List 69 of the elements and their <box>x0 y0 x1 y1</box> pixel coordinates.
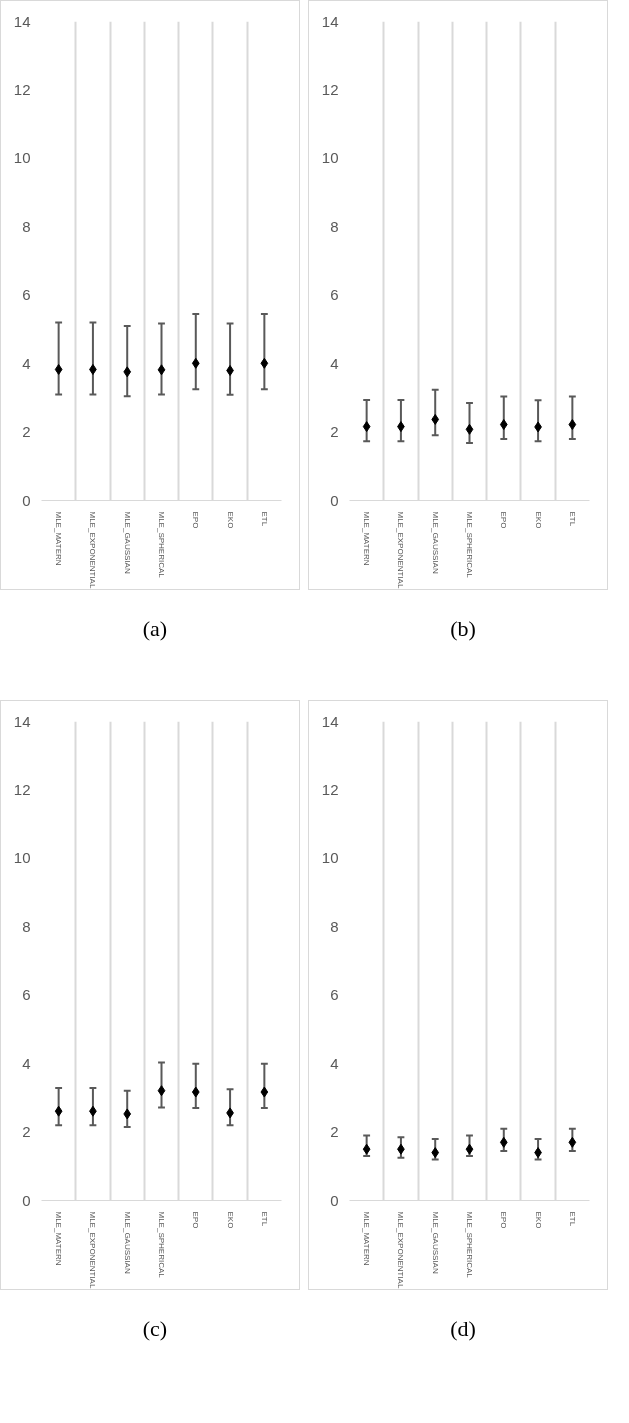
y-tick-label: 6 <box>330 286 339 304</box>
y-tick-label: 14 <box>13 12 31 30</box>
x-tick-label: MLE_GAUSSIAN <box>122 1211 132 1274</box>
y-tick-label: 10 <box>321 149 339 167</box>
x-tick-label: MLE_GAUSSIAN <box>430 1211 440 1274</box>
x-tick-label: EPO <box>499 511 509 529</box>
x-tick-label: MLE_EXPONENTIAL <box>88 1211 98 1289</box>
x-tick-label: EKO <box>533 1211 543 1229</box>
x-tick-label: MLE_EXPONENTIAL <box>88 511 98 589</box>
x-tick-label: EPO <box>191 511 201 529</box>
y-tick-label: 10 <box>13 849 31 867</box>
text: (b) <box>450 615 476 643</box>
y-tick-label: 14 <box>13 712 31 730</box>
y-tick-label: 10 <box>13 149 31 167</box>
x-tick-label: MLE_GAUSSIAN <box>430 511 440 574</box>
x-tick-label: ETL <box>567 511 577 527</box>
x-tick-label: MLE_MATERN <box>54 1211 64 1266</box>
x-tick-label: MLE_MATERN <box>362 511 372 566</box>
y-tick-label: 12 <box>321 80 339 98</box>
y-tick-label: 2 <box>330 1123 339 1141</box>
x-tick-label: MLE_EXPONENTIAL <box>396 1211 406 1289</box>
y-tick-label: 8 <box>22 217 31 235</box>
point <box>191 1086 200 1098</box>
x-tick-label: MLE_EXPONENTIAL <box>396 511 406 589</box>
y-tick-label: 4 <box>330 1054 339 1072</box>
y-tick-label: 8 <box>22 917 31 935</box>
y-tick-label: 4 <box>22 1054 31 1072</box>
y-tick-label: 2 <box>22 1123 31 1141</box>
x-tick-label: MLE_SPHERICAL <box>465 511 474 579</box>
x-tick-label: MLE_MATERN <box>54 511 64 566</box>
text: (a) <box>142 615 168 643</box>
x-tick-label: EPO <box>191 1211 201 1229</box>
y-tick-label: 0 <box>22 491 31 509</box>
y-tick-label: 14 <box>321 12 339 30</box>
y-tick-label: 12 <box>13 80 31 98</box>
point <box>54 1105 63 1117</box>
y-tick-label: 14 <box>321 712 339 730</box>
y-tick-label: 0 <box>330 491 339 509</box>
x-tick-label: ETL <box>259 1211 269 1227</box>
y-tick-label: 0 <box>330 1191 339 1209</box>
x-tick-label: ETL <box>567 1211 577 1227</box>
y-tick-label: 6 <box>22 986 31 1004</box>
point <box>157 1085 166 1097</box>
text: (d) <box>450 1315 476 1343</box>
x-tick-label: EKO <box>225 1211 235 1229</box>
x-tick-label: EKO <box>225 511 235 529</box>
y-tick-label: 12 <box>13 780 31 798</box>
y-tick-label: 2 <box>330 423 339 441</box>
x-tick-label: ETL <box>259 511 269 527</box>
point <box>260 1086 269 1098</box>
y-tick-label: 2 <box>22 423 31 441</box>
x-tick-label: MLE_SPHERICAL <box>157 1211 166 1279</box>
x-tick-label: MLE_SPHERICAL <box>157 511 166 579</box>
x-tick-label: MLE_SPHERICAL <box>465 1211 474 1279</box>
y-tick-label: 6 <box>22 286 31 304</box>
text: (c) <box>142 1315 168 1343</box>
y-tick-label: 12 <box>321 780 339 798</box>
x-tick-label: EKO <box>533 511 543 529</box>
y-tick-label: 8 <box>330 217 339 235</box>
y-tick-label: 8 <box>330 917 339 935</box>
x-tick-label: EPO <box>499 1211 509 1229</box>
y-tick-label: 6 <box>330 986 339 1004</box>
y-tick-label: 4 <box>330 354 339 372</box>
point <box>123 1108 132 1120</box>
x-tick-label: MLE_MATERN <box>362 1211 372 1266</box>
y-tick-label: 4 <box>22 354 31 372</box>
y-tick-label: 10 <box>321 849 339 867</box>
y-tick-label: 0 <box>22 1191 31 1209</box>
x-tick-label: MLE_GAUSSIAN <box>122 511 132 574</box>
